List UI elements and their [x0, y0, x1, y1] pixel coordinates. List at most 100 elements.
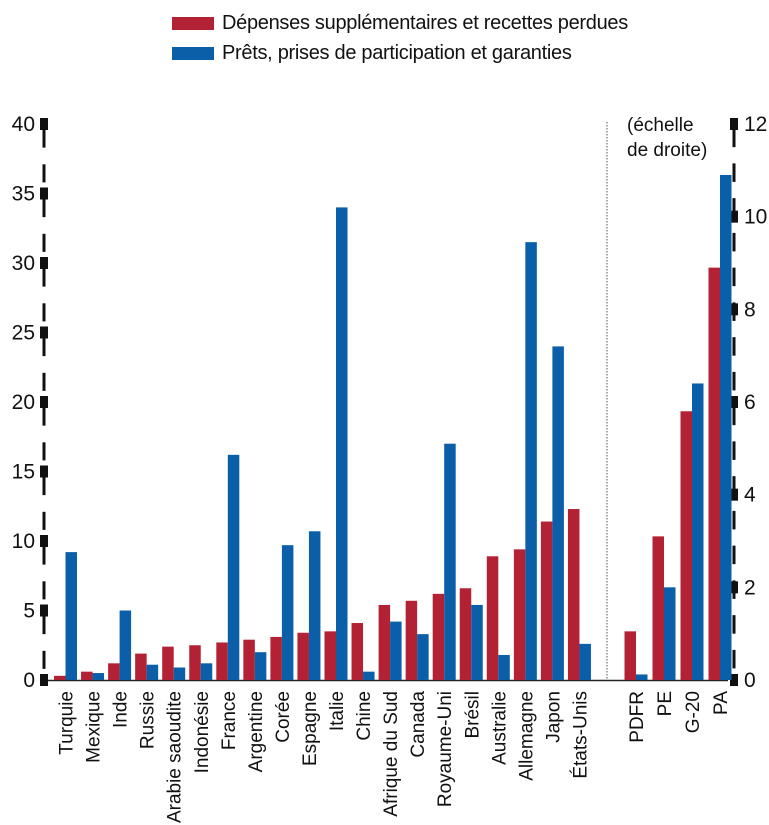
left-axis-tick	[40, 465, 48, 478]
x-tick-label: Australie	[489, 691, 510, 765]
legend-label-blue: Prêts, prises de participation et garant…	[222, 41, 572, 64]
legend-item-blue: Prêts, prises de participation et garant…	[172, 38, 628, 68]
x-tick-label: Mexique	[84, 691, 105, 763]
bar-depenses	[243, 639, 255, 680]
bar-depenses	[540, 521, 553, 680]
bar-prets	[363, 671, 375, 680]
right-axis-tick	[730, 118, 738, 130]
bar-prets	[692, 383, 704, 680]
x-tick-label: Canada	[408, 691, 429, 758]
x-tick-label: Russie	[138, 691, 159, 749]
bar-depenses	[351, 623, 364, 680]
left-axis-tick	[40, 604, 48, 617]
left-axis-tick	[40, 257, 48, 269]
left-axis-tick-label: 35	[12, 183, 35, 206]
bar-prets	[173, 667, 186, 680]
bar-depenses	[297, 632, 309, 680]
bar-prets	[390, 621, 402, 680]
bar-prets	[579, 643, 591, 680]
left-axis-tick-label: 15	[12, 461, 35, 484]
bar-prets	[471, 604, 483, 680]
bar-prets	[552, 346, 564, 680]
bar-prets	[525, 242, 537, 680]
x-tick-label: PA	[711, 691, 732, 715]
bar-prets	[254, 652, 267, 680]
legend-item-red: Dépenses supplémentaires et recettes per…	[172, 8, 628, 38]
x-tick-label: Italie	[327, 691, 348, 731]
bar-depenses	[652, 536, 664, 680]
left-axis-tick	[40, 187, 48, 200]
bar-depenses	[680, 411, 692, 680]
legend-swatch-blue	[172, 46, 214, 60]
left-axis-tick-label: 5	[23, 600, 35, 623]
bar-depenses	[624, 631, 636, 680]
right-axis-tick-label: 8	[744, 298, 756, 321]
left-axis-tick-label: 25	[12, 322, 35, 345]
x-tick-label: G-20	[683, 691, 704, 733]
bar-depenses	[486, 556, 499, 680]
bar-depenses	[162, 646, 174, 680]
bar-prets	[308, 531, 321, 680]
x-tick-label: Allemagne	[516, 691, 537, 781]
bar-prets	[417, 634, 429, 680]
bar-prets	[336, 207, 348, 680]
right-axis-tick-label: 12	[744, 113, 767, 136]
x-tick-label: PE	[655, 691, 676, 716]
bar-depenses	[513, 549, 526, 680]
bar-prets	[200, 663, 213, 680]
bar-depenses	[108, 663, 120, 680]
right-axis-tick	[730, 674, 738, 686]
bar-prets	[92, 673, 105, 680]
x-tick-label: Arabie saoudite	[165, 691, 186, 823]
right-scale-note: (échelle	[627, 115, 694, 136]
legend-swatch-red	[172, 16, 214, 30]
bar-depenses	[459, 588, 472, 680]
x-tick-label: États-Unis	[570, 691, 591, 779]
right-axis-tick-label: 4	[744, 484, 756, 507]
x-tick-label: Afrique du Sud	[381, 691, 402, 817]
right-axis-tick	[730, 396, 738, 408]
bar-prets	[636, 674, 648, 680]
bar-depenses	[567, 509, 580, 680]
right-axis-tick-label: 6	[744, 391, 756, 414]
right-axis-tick	[730, 581, 738, 594]
left-axis-tick	[40, 535, 48, 547]
left-axis-tick	[40, 396, 48, 408]
x-tick-label: PDFR	[627, 691, 648, 743]
left-axis-tick-label: 10	[12, 530, 35, 553]
x-tick-label: Espagne	[300, 691, 321, 766]
bar-prets	[664, 587, 676, 680]
right-axis-tick-label: 2	[744, 576, 756, 599]
right-scale-note: de droite)	[627, 140, 707, 161]
bar-prets	[720, 174, 732, 680]
left-axis-tick-label: 40	[12, 113, 35, 136]
bar-prets	[146, 664, 159, 680]
bar-depenses	[189, 645, 201, 680]
x-tick-label: Argentine	[246, 691, 267, 772]
x-tick-label: Corée	[273, 691, 294, 743]
bar-prets	[444, 443, 456, 680]
left-axis-tick	[40, 674, 48, 686]
x-tick-label: Brésil	[462, 691, 483, 739]
bar-depenses	[270, 636, 282, 680]
bar-depenses	[405, 600, 418, 680]
bar-prets	[227, 454, 240, 680]
bar-depenses	[378, 604, 391, 680]
left-axis-tick-label: 20	[12, 391, 35, 414]
bar-depenses	[324, 631, 336, 680]
x-tick-label: Turquie	[57, 691, 78, 755]
left-axis-tick-label: 30	[12, 252, 35, 275]
bar-depenses	[216, 642, 228, 680]
left-axis-tick	[40, 118, 48, 130]
bar-depenses	[54, 675, 66, 680]
x-tick-label: France	[219, 691, 240, 750]
bar-depenses	[135, 653, 147, 680]
legend: Dépenses supplémentaires et recettes per…	[172, 8, 628, 68]
right-axis-tick	[730, 488, 738, 501]
bar-prets	[119, 610, 132, 680]
right-axis-tick-label: 10	[744, 206, 767, 229]
x-tick-label: Inde	[111, 691, 132, 728]
bar-prets	[498, 654, 510, 680]
right-axis-tick	[730, 303, 738, 316]
